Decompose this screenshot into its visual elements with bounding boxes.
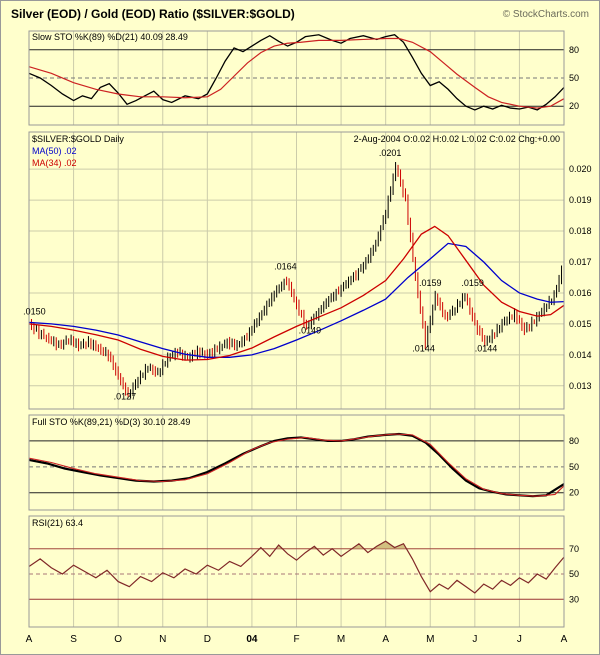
- y-tick-label: 50: [569, 569, 579, 579]
- x-tick-label: 04: [246, 634, 258, 645]
- x-tick-label: M: [337, 634, 345, 645]
- copyright-label: © StockCharts.com: [502, 9, 589, 20]
- x-tick-label: D: [204, 634, 211, 645]
- y-tick-label: 0.020: [569, 164, 592, 174]
- y-tick-label: 0.019: [569, 195, 592, 205]
- panel-price: 0.020 0.019 0.018 0.017 0.016 0.015 0.014 0.013…: [23, 131, 592, 410]
- y-tick-label: 0.017: [569, 257, 592, 267]
- x-tick-label: F: [293, 634, 299, 645]
- chart-title: Silver (EOD) / Gold (EOD) Ratio ($SILVER…: [11, 7, 295, 21]
- slow-sto-label: Slow STO %K(89) %D(21) 40.09 28.49: [32, 32, 188, 42]
- price-annotation: .0149: [299, 326, 322, 336]
- y-tick-label: 0.015: [569, 319, 592, 329]
- y-tick-label: 80: [569, 436, 579, 446]
- y-tick-label: 20: [569, 101, 579, 111]
- x-tick-label: M: [426, 634, 434, 645]
- price-annotation: .0201: [379, 148, 402, 158]
- x-tick-label: A: [382, 634, 389, 645]
- y-tick-label: 0.013: [569, 381, 592, 391]
- price-annotation: .0144: [475, 344, 498, 354]
- price-annotation: .0144: [412, 344, 435, 354]
- price-annotation: .0164: [274, 262, 297, 272]
- panel-full-sto: 80 50 20: [28, 414, 579, 511]
- x-tick-label: J: [517, 634, 522, 645]
- price-annotation: .0159: [419, 278, 442, 288]
- x-tick-label: A: [561, 634, 568, 645]
- ma50-label: MA(50) .02: [32, 146, 77, 156]
- y-tick-label: 30: [569, 594, 579, 604]
- x-tick-label: A: [26, 634, 33, 645]
- price-annotation: .0150: [23, 307, 46, 317]
- x-tick-label: S: [70, 634, 77, 645]
- x-axis-labels: A S O N D 04 F M A M J J A: [26, 634, 568, 645]
- price-annotation: .0127: [114, 392, 137, 402]
- price-annotation: .0159: [461, 278, 484, 288]
- y-tick-label: 70: [569, 544, 579, 554]
- x-tick-label: O: [114, 634, 122, 645]
- y-tick-label: 50: [569, 462, 579, 472]
- quote-label: 2-Aug-2004 O:0.02 H:0.02 L:0.02 C:0.02 C…: [353, 134, 560, 144]
- y-tick-label: 20: [569, 488, 579, 498]
- y-tick-label: 80: [569, 45, 579, 55]
- y-tick-label: 50: [569, 73, 579, 83]
- rsi-label: RSI(21) 63.4: [32, 518, 84, 528]
- panel-slow-sto: 80 50 20: [28, 30, 579, 126]
- panel-rsi: 70 50 30: [28, 515, 579, 628]
- symbol-label: $SILVER:$GOLD Daily: [32, 134, 124, 144]
- y-tick-label: 0.014: [569, 350, 592, 360]
- full-sto-label: Full STO %K(89,21) %D(3) 30.10 28.49: [32, 417, 191, 427]
- y-tick-label: 0.018: [569, 226, 592, 236]
- x-tick-label: J: [472, 634, 477, 645]
- ma34-label: MA(34) .02: [32, 158, 77, 168]
- x-tick-label: N: [159, 634, 166, 645]
- y-tick-label: 0.016: [569, 288, 592, 298]
